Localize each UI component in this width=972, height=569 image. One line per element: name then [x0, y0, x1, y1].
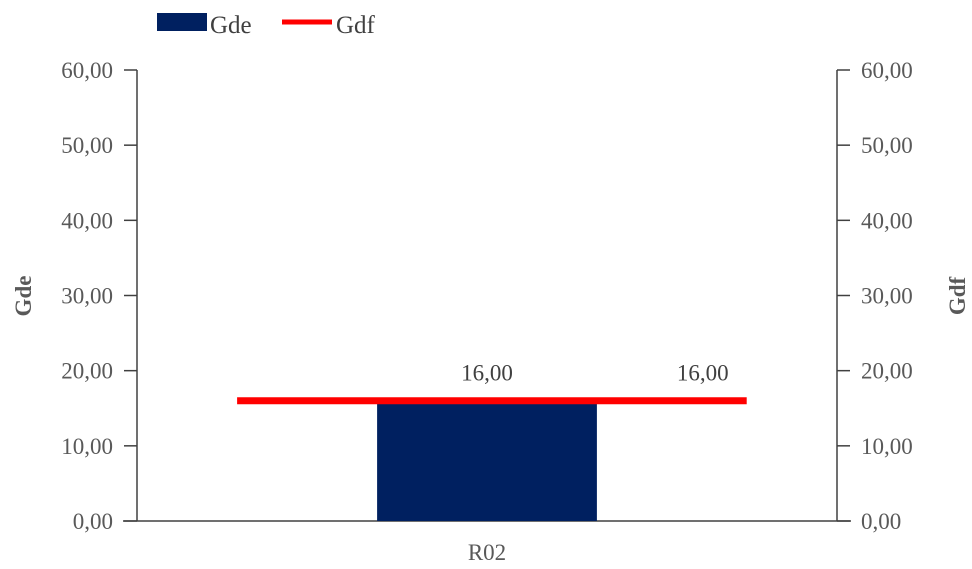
right-tick-label: 0,00	[861, 509, 901, 534]
right-tick-label: 30,00	[861, 284, 913, 309]
left-tick-label: 50,00	[61, 133, 113, 158]
right-tick-label: 50,00	[861, 133, 913, 158]
bar-gde	[377, 400, 597, 521]
right-tick-label: 20,00	[861, 359, 913, 384]
bar-series-gde	[377, 400, 597, 521]
right-tick-label: 60,00	[861, 58, 913, 83]
left-tick-label: 40,00	[61, 208, 113, 233]
left-tick-label: 30,00	[61, 284, 113, 309]
right-axis-title: Gdf	[945, 276, 970, 315]
legend: Gde Gdf	[157, 12, 376, 39]
left-axis-title: Gde	[11, 276, 36, 317]
left-tick-label: 20,00	[61, 359, 113, 384]
right-tick-label: 40,00	[861, 208, 913, 233]
data-label-gdf: 16,00	[677, 361, 729, 386]
left-axis-ticks: 0,00 10,00 20,00 30,00 40,00 50,00 60,00	[61, 58, 137, 534]
right-tick-label: 10,00	[861, 434, 913, 459]
left-tick-label: 60,00	[61, 58, 113, 83]
right-axis-ticks: 0,00 10,00 20,00 30,00 40,00 50,00 60,00	[837, 58, 913, 534]
legend-label-gdf: Gdf	[336, 12, 376, 39]
left-tick-label: 0,00	[73, 509, 113, 534]
data-label-gde: 16,00	[461, 361, 513, 386]
legend-label-gde: Gde	[210, 12, 252, 39]
category-label: R02	[468, 540, 506, 565]
left-tick-label: 10,00	[61, 434, 113, 459]
legend-swatch-gde	[157, 13, 207, 31]
